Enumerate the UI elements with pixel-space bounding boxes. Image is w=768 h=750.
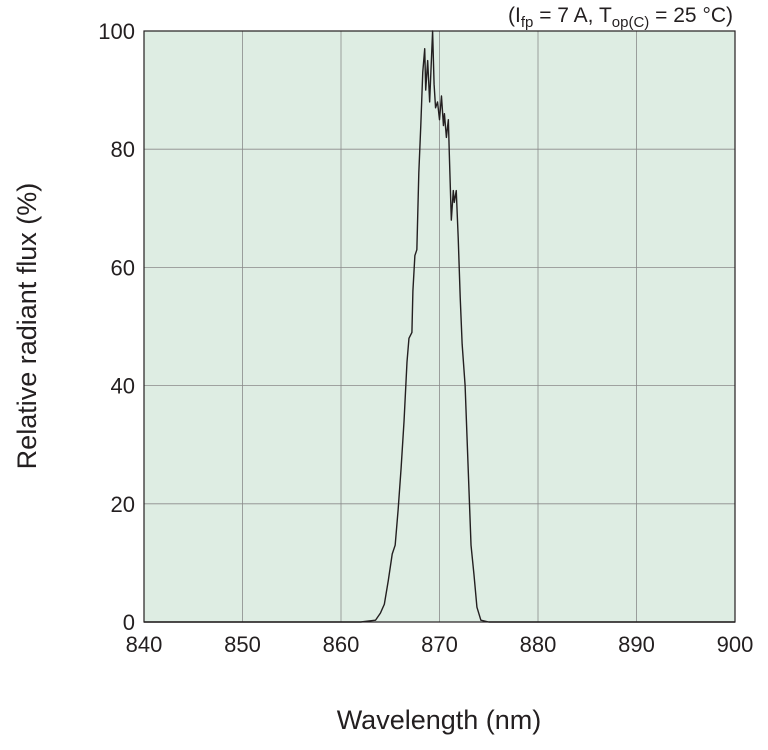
x-tick-label: 900 bbox=[717, 632, 754, 657]
x-tick-label: 850 bbox=[224, 632, 261, 657]
x-tick-labels: 840 850 860 870 880 890 900 bbox=[126, 632, 754, 657]
y-tick-label: 0 bbox=[123, 610, 135, 635]
x-tick-label: 860 bbox=[323, 632, 360, 657]
grid-lines bbox=[144, 31, 735, 622]
x-tick-label: 880 bbox=[520, 632, 557, 657]
plot-frame bbox=[143, 30, 736, 623]
y-tick-label: 40 bbox=[111, 374, 135, 399]
y-tick-label: 80 bbox=[111, 137, 135, 162]
x-tick-label: 840 bbox=[126, 632, 163, 657]
test-conditions: (Ifp = 7 A, Top(C) = 25 °C) bbox=[508, 4, 733, 31]
x-tick-label: 890 bbox=[618, 632, 655, 657]
y-axis-label: Relative radiant flux (%) bbox=[12, 183, 42, 470]
spectrum-line bbox=[144, 30, 735, 623]
y-tick-labels: 0 20 40 60 80 100 bbox=[98, 19, 135, 635]
y-tick-label: 20 bbox=[111, 492, 135, 517]
y-tick-label: 100 bbox=[98, 19, 135, 44]
y-tick-label: 60 bbox=[111, 255, 135, 280]
x-axis-label: Wavelength (nm) bbox=[337, 705, 542, 735]
x-tick-label: 870 bbox=[421, 632, 458, 657]
